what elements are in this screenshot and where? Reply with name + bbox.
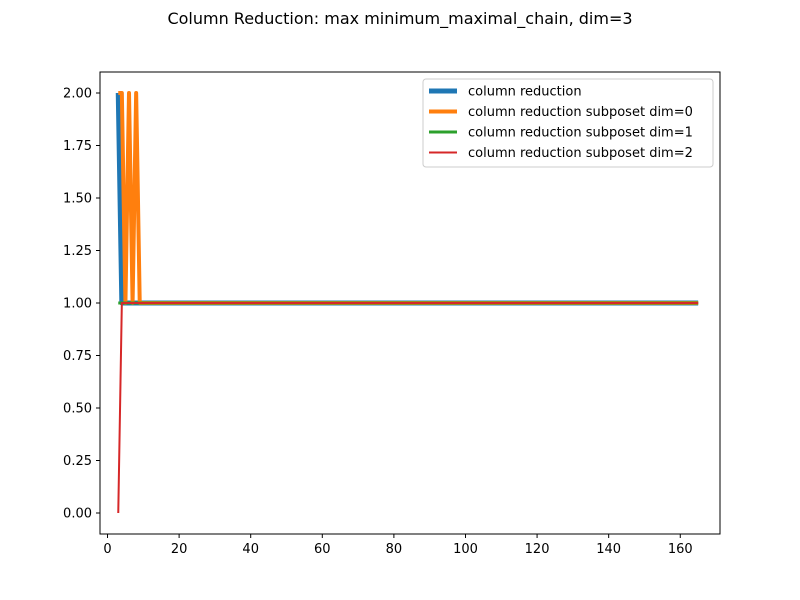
- x-tick-label: 160: [668, 542, 693, 557]
- x-tick-label: 100: [453, 542, 478, 557]
- y-tick-label: 1.00: [63, 297, 92, 312]
- legend-label-2: column reduction subposet dim=1: [468, 126, 693, 141]
- legend: column reduction column reduction subpose…: [422, 78, 714, 168]
- chart-title: Column Reduction: max minimum_maximal_ch…: [167, 9, 632, 29]
- x-tick-label: 140: [596, 542, 621, 557]
- y-axis-ticks: 0.00 0.25 0.50 0.75 1.00 1.25 1.50 1.75 2.00: [63, 87, 100, 522]
- x-tick-label: 60: [314, 542, 331, 557]
- y-tick-label: 1.75: [63, 139, 92, 154]
- x-tick-label: 20: [171, 542, 188, 557]
- y-tick-label: 0.50: [63, 402, 92, 417]
- legend-label-1: column reduction subposet dim=0: [468, 105, 693, 120]
- plot-lines: [115, 91, 699, 514]
- legend-box: [422, 78, 714, 168]
- y-tick-label: 0.25: [63, 454, 92, 469]
- y-tick-label: 1.50: [63, 192, 92, 207]
- y-tick-label: 2.00: [63, 87, 92, 102]
- x-tick-label: 80: [386, 542, 403, 557]
- y-tick-label: 0.75: [63, 349, 92, 364]
- y-tick-label: 0.00: [63, 507, 92, 522]
- x-axis-ticks: 0 20 40 60 80 100 120 140 160: [103, 534, 693, 557]
- x-tick-label: 120: [525, 542, 550, 557]
- x-tick-label: 0: [103, 542, 111, 557]
- legend-label-0: column reduction: [468, 85, 582, 100]
- x-tick-label: 40: [242, 542, 259, 557]
- series-line-3: [117, 302, 699, 514]
- y-tick-label: 1.25: [63, 244, 92, 259]
- legend-label-3: column reduction subposet dim=2: [468, 146, 693, 161]
